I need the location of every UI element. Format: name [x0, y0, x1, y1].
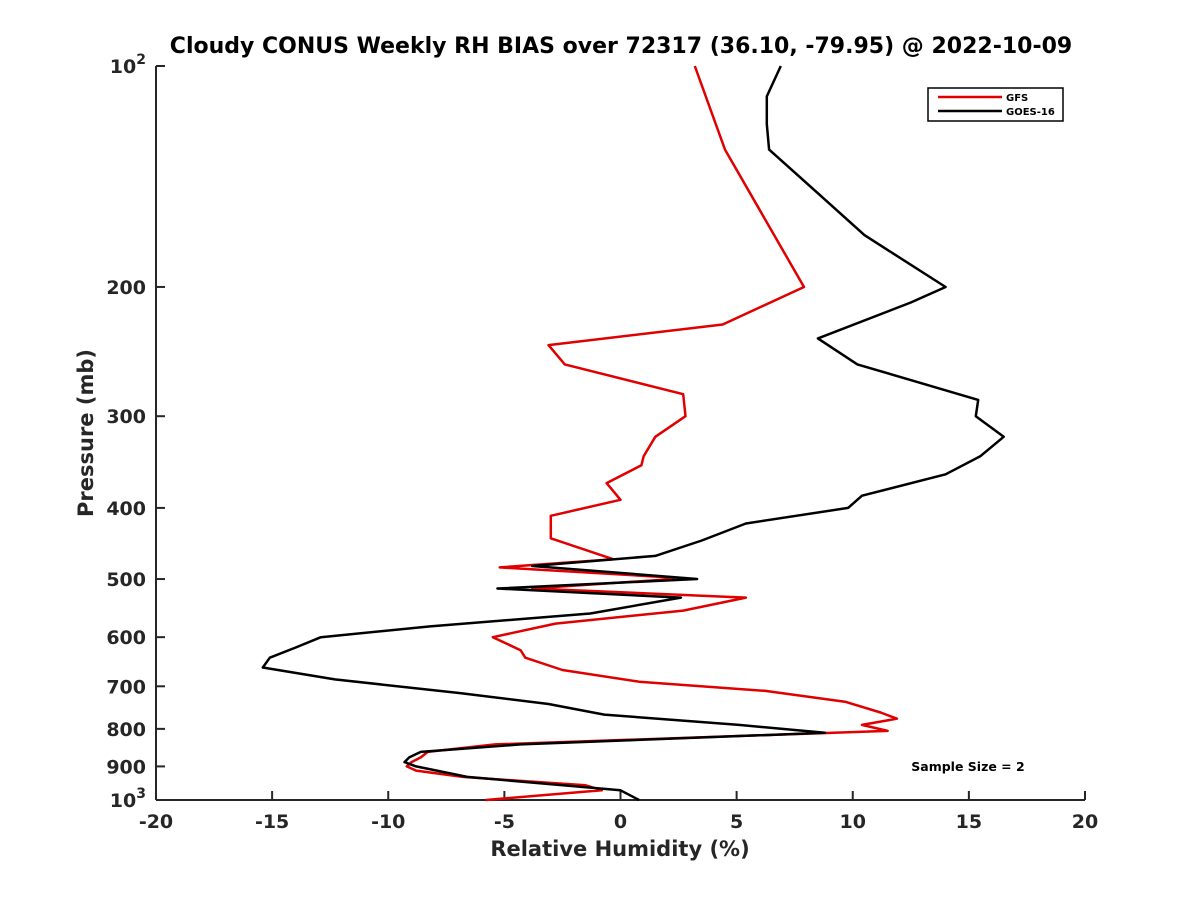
series-layer [261, 65, 1005, 802]
y-tick-label: 600 [106, 627, 146, 649]
y-tick-label: 700 [106, 676, 146, 698]
x-axis-label: Relative Humidity (%) [490, 837, 749, 861]
y-tick-label: 200 [106, 277, 146, 299]
legend: GFS GOES-16 [927, 87, 1064, 122]
legend-label-goes16: GOES-16 [1006, 107, 1055, 118]
y-tick-label: 103 [110, 786, 146, 812]
series-line-goes16 [261, 65, 1005, 802]
x-tick-label: -15 [255, 811, 289, 833]
x-tick-label: -10 [371, 811, 405, 833]
x-tick-label: -5 [494, 811, 515, 833]
y-tick-label: 800 [106, 719, 146, 741]
y-tick-label: 300 [106, 406, 146, 428]
x-tick-label: 20 [1072, 811, 1098, 833]
y-tick-label: 102 [110, 52, 146, 78]
legend-label-gfs: GFS [1006, 93, 1028, 104]
x-tick-label: 5 [730, 811, 743, 833]
x-tick-label: 15 [956, 811, 982, 833]
sample-size-annotation: Sample Size = 2 [911, 759, 1024, 774]
x-tick-label: 0 [614, 811, 627, 833]
x-tick-label: 10 [840, 811, 866, 833]
y-tick-label: 500 [106, 569, 146, 591]
y-tick-label: 400 [106, 498, 146, 520]
y-axis-ticks: 102 200 300 400 500 600 700 800 900 103 [106, 52, 165, 812]
y-tick-label: 900 [106, 756, 146, 778]
chart-title: Cloudy CONUS Weekly RH BIAS over 72317 (… [170, 34, 1072, 59]
series-line-gfs [405, 65, 899, 802]
x-axis-ticks: -20 -15 -10 -5 0 5 10 15 20 [139, 791, 1098, 833]
y-axis-label: Pressure (mb) [74, 349, 98, 517]
x-tick-label: -20 [139, 811, 173, 833]
legend-box [927, 87, 1064, 122]
